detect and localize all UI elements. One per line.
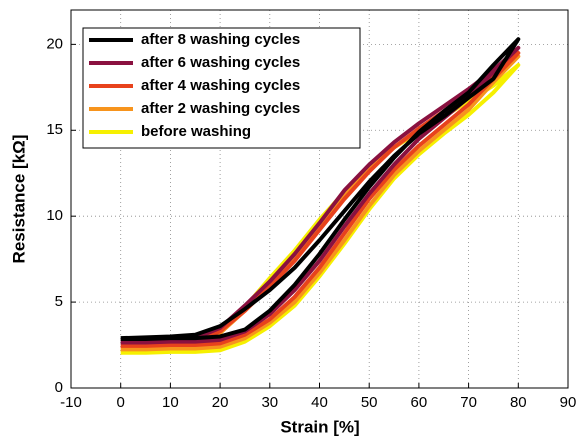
x-tick-label: 80 bbox=[510, 394, 527, 411]
x-tick-label: 10 bbox=[162, 394, 179, 411]
x-tick-label: 30 bbox=[261, 394, 278, 411]
y-axis-label: Resistance [kΩ] bbox=[9, 135, 28, 264]
plot-frame bbox=[70, 9, 569, 389]
x-tick-label: 0 bbox=[117, 394, 125, 411]
x-tick-label: -10 bbox=[60, 394, 82, 411]
legend-label: after 6 washing cycles bbox=[141, 54, 300, 71]
series-line bbox=[120, 37, 521, 342]
y-tick-label: 10 bbox=[46, 207, 63, 224]
legend: after 8 washing cycles after 6 washing cy… bbox=[82, 27, 361, 149]
y-tick-label: 15 bbox=[46, 121, 63, 138]
y-tick-label: 20 bbox=[46, 35, 63, 52]
x-tick-label: 90 bbox=[560, 394, 577, 411]
x-tick-label: 60 bbox=[411, 394, 428, 411]
legend-label: after 8 washing cycles bbox=[141, 31, 300, 48]
y-tick-label: 5 bbox=[55, 293, 63, 310]
y-tick-label: 0 bbox=[55, 379, 63, 396]
legend-label: after 2 washing cycles bbox=[141, 100, 300, 117]
legend-label: after 4 washing cycles bbox=[141, 77, 300, 94]
x-tick-label: 40 bbox=[311, 394, 328, 411]
x-tick-label: 20 bbox=[212, 394, 229, 411]
legend-label: before washing bbox=[141, 123, 251, 140]
x-tick-label: 70 bbox=[460, 394, 477, 411]
x-axis-label: Strain [%] bbox=[280, 417, 359, 436]
x-tick-label: 50 bbox=[361, 394, 378, 411]
